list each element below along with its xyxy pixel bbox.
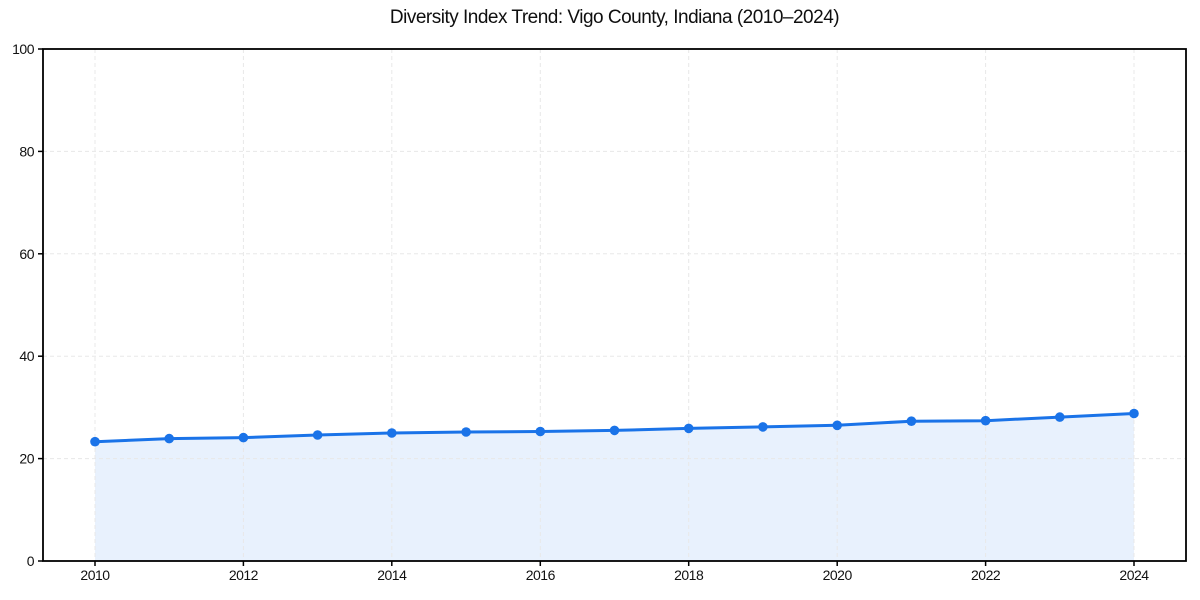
- x-tick-label: 2012: [229, 567, 259, 583]
- y-tick-label: 40: [19, 348, 34, 364]
- data-point-marker: [387, 428, 397, 438]
- axes-border: [42, 48, 1187, 562]
- chart-title: Diversity Index Trend: Vigo County, Indi…: [389, 7, 840, 28]
- data-point-marker: [535, 426, 546, 437]
- x-tick-label: 2018: [674, 567, 704, 583]
- data-point-marker: [238, 432, 249, 443]
- y-tick-label: 20: [19, 451, 34, 467]
- y-tick-label: 100: [12, 41, 35, 57]
- x-tick-label: 2010: [80, 567, 110, 583]
- x-tick-label: 2016: [526, 567, 556, 583]
- x-tick-label: 2020: [823, 567, 853, 583]
- data-point-marker: [312, 430, 323, 440]
- data-point-marker: [1055, 412, 1065, 422]
- data-point-marker: [1129, 408, 1139, 419]
- y-tick-label: 0: [27, 553, 35, 569]
- data-point-marker: [90, 436, 100, 447]
- y-tick-label: 80: [19, 143, 34, 159]
- area-fill: [95, 413, 1134, 561]
- data-point-marker: [906, 416, 917, 427]
- data-point-marker: [683, 423, 694, 434]
- data-point-marker: [461, 427, 471, 437]
- data-point-marker: [758, 422, 768, 432]
- y-tick-label: 60: [19, 246, 34, 262]
- data-point-marker: [164, 433, 174, 444]
- data-point-marker: [609, 425, 620, 436]
- data-point-marker: [980, 415, 991, 426]
- x-tick-label: 2022: [971, 567, 1001, 583]
- x-tick-label: 2024: [1119, 567, 1149, 583]
- data-point-marker: [832, 420, 842, 431]
- x-tick-label: 2014: [377, 567, 407, 583]
